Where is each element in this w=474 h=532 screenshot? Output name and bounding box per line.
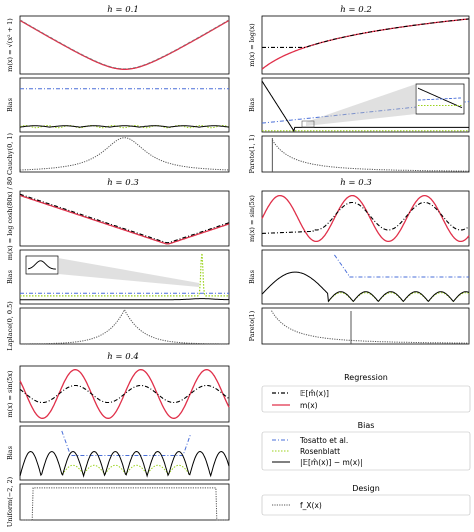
- legend-regression: Regression 𝔼[m̂(x)] m(x): [261, 373, 471, 413]
- panel-5-regression-frame: [19, 365, 230, 423]
- panel-1-bias-frame: [19, 77, 230, 133]
- panel-3-regression-ylabel: m(x) = log cosh(80x) / 80: [6, 177, 14, 260]
- p5-expected-curve: [19, 384, 230, 404]
- p5-density-curve: [20, 487, 229, 521]
- panel-5-bias-ylabel: Bias: [6, 446, 14, 460]
- legend-rosenblatt-label: Rosenblatt: [300, 447, 340, 456]
- panel-1-design-frame: [19, 135, 230, 173]
- panel-4-bias-ylabel: Bias: [248, 270, 256, 284]
- panel-3-title: h = 0.3: [107, 178, 139, 188]
- panel-group-1: h = 0.1 m(x) = √(x² + 1) Bias Cauchy(0, 1): [6, 5, 230, 175]
- p3-rosenblatt-curve: [20, 253, 229, 297]
- p2-abs-curve: [261, 80, 469, 133]
- panel-group-2: h = 0.2 m(x) = log(x) Bias Pareto(1, 1): [248, 5, 470, 173]
- panel-group-5: h = 0.4 m(x) = sin(5x) Bias Uniform(−2, 2): [6, 352, 230, 527]
- p2-zoom-wedge: [306, 84, 416, 126]
- p2-inset-abs: [417, 87, 463, 109]
- panel-5-design-frame: [19, 483, 230, 521]
- panel-5-regression-ylabel: m(x) = sin(5x): [6, 370, 14, 417]
- p4-density-curve: [271, 310, 469, 344]
- legend-tosatto-label: Tosatto et al.: [299, 436, 348, 445]
- p3-expected-curve: [19, 193, 230, 244]
- p4-tosatto-curve: [334, 254, 469, 278]
- p3-inset: [25, 255, 59, 275]
- p3-m-curve: [19, 194, 230, 245]
- panel-1-regression-ylabel: m(x) = √(x² + 1): [6, 18, 14, 72]
- legend-abs-label: |𝔼[m̂(x)] − m(x)|: [300, 458, 363, 467]
- p4-abs-curve: [261, 271, 470, 303]
- panel-4-bias-frame: [261, 249, 470, 305]
- p4-m-curve: [261, 194, 470, 243]
- p3-abs-curve: [20, 298, 229, 301]
- legend-design-title: Design: [352, 484, 380, 493]
- panel-2-regression-ylabel: m(x) = log(x): [248, 23, 256, 67]
- panel-3-bias-frame: [19, 249, 230, 305]
- panel-2-title: h = 0.2: [340, 5, 372, 15]
- panel-1-regression-frame: [19, 15, 230, 75]
- p3-zoom-wedge: [58, 258, 199, 287]
- legend-expected-label: 𝔼[m̂(x)]: [300, 389, 329, 398]
- panel-3-regression-frame: [19, 190, 230, 247]
- panel-1-design-ylabel: Cauchy(0, 1): [6, 133, 14, 175]
- p3-inset-abs: [28, 260, 56, 270]
- p1-density-curve: [20, 137, 229, 171]
- p5-abs-curve: [19, 450, 230, 478]
- panel-2-design-frame: [261, 135, 470, 173]
- legend-density-label: f_X(x): [300, 501, 322, 510]
- p2-inset-tosatto: [418, 97, 462, 101]
- p1-abs-curve: [19, 125, 230, 128]
- panel-5-title: h = 0.4: [107, 352, 139, 362]
- panel-5-design-ylabel: Uniform(−2, 2): [6, 476, 14, 527]
- panel-4-design-ylabel: Pareto(1): [248, 310, 256, 341]
- p2-expected-curve: [262, 18, 470, 48]
- p5-tosatto-curve: [61, 430, 192, 456]
- panel-5-bias-frame: [19, 425, 230, 481]
- panel-3-design-ylabel: Laplace(0, 0.5): [6, 301, 14, 351]
- panel-2-regression-frame: [261, 15, 470, 75]
- panel-3-bias-ylabel: Bias: [6, 270, 14, 284]
- panel-2-bias-ylabel: Bias: [248, 98, 256, 112]
- panel-group-4: h = 0.3 m(x) = sin(5x) Bias Pareto(1): [248, 178, 470, 345]
- panel-4-title: h = 0.3: [340, 178, 372, 188]
- legend-design: Design f_X(x): [261, 484, 471, 516]
- p1-m-curve: [19, 19, 230, 70]
- panel-3-design-frame: [19, 307, 230, 345]
- p4-expected-curve: [262, 201, 470, 234]
- p2-zoom-box: [301, 120, 315, 128]
- legend-true-label: m(x): [300, 401, 318, 410]
- p1-expected-curve: [19, 19, 230, 70]
- panel-2-bias-frame: [261, 77, 470, 133]
- p2-density-curve: [271, 139, 469, 172]
- panel-4-design-frame: [261, 307, 470, 345]
- legend-bias: Bias Tosatto et al. Rosenblatt |𝔼[m̂(x)]…: [261, 421, 471, 471]
- p2-inset: [415, 83, 465, 115]
- panel-group-3: h = 0.3 m(x) = log cosh(80x) / 80 Bias Lapl…: [6, 177, 230, 351]
- panel-1-title: h = 0.1: [107, 5, 139, 15]
- panel-4-regression-frame: [261, 190, 470, 247]
- panel-1-bias-ylabel: Bias: [6, 98, 14, 112]
- panel-2-design-ylabel: Pareto(1, 1): [248, 134, 256, 173]
- p2-m-curve: [261, 18, 470, 70]
- p3-density-curve: [20, 308, 229, 345]
- legend-regression-title: Regression: [344, 373, 388, 382]
- panel-4-regression-ylabel: m(x) = sin(5x): [248, 195, 256, 242]
- legend-bias-title: Bias: [358, 421, 375, 430]
